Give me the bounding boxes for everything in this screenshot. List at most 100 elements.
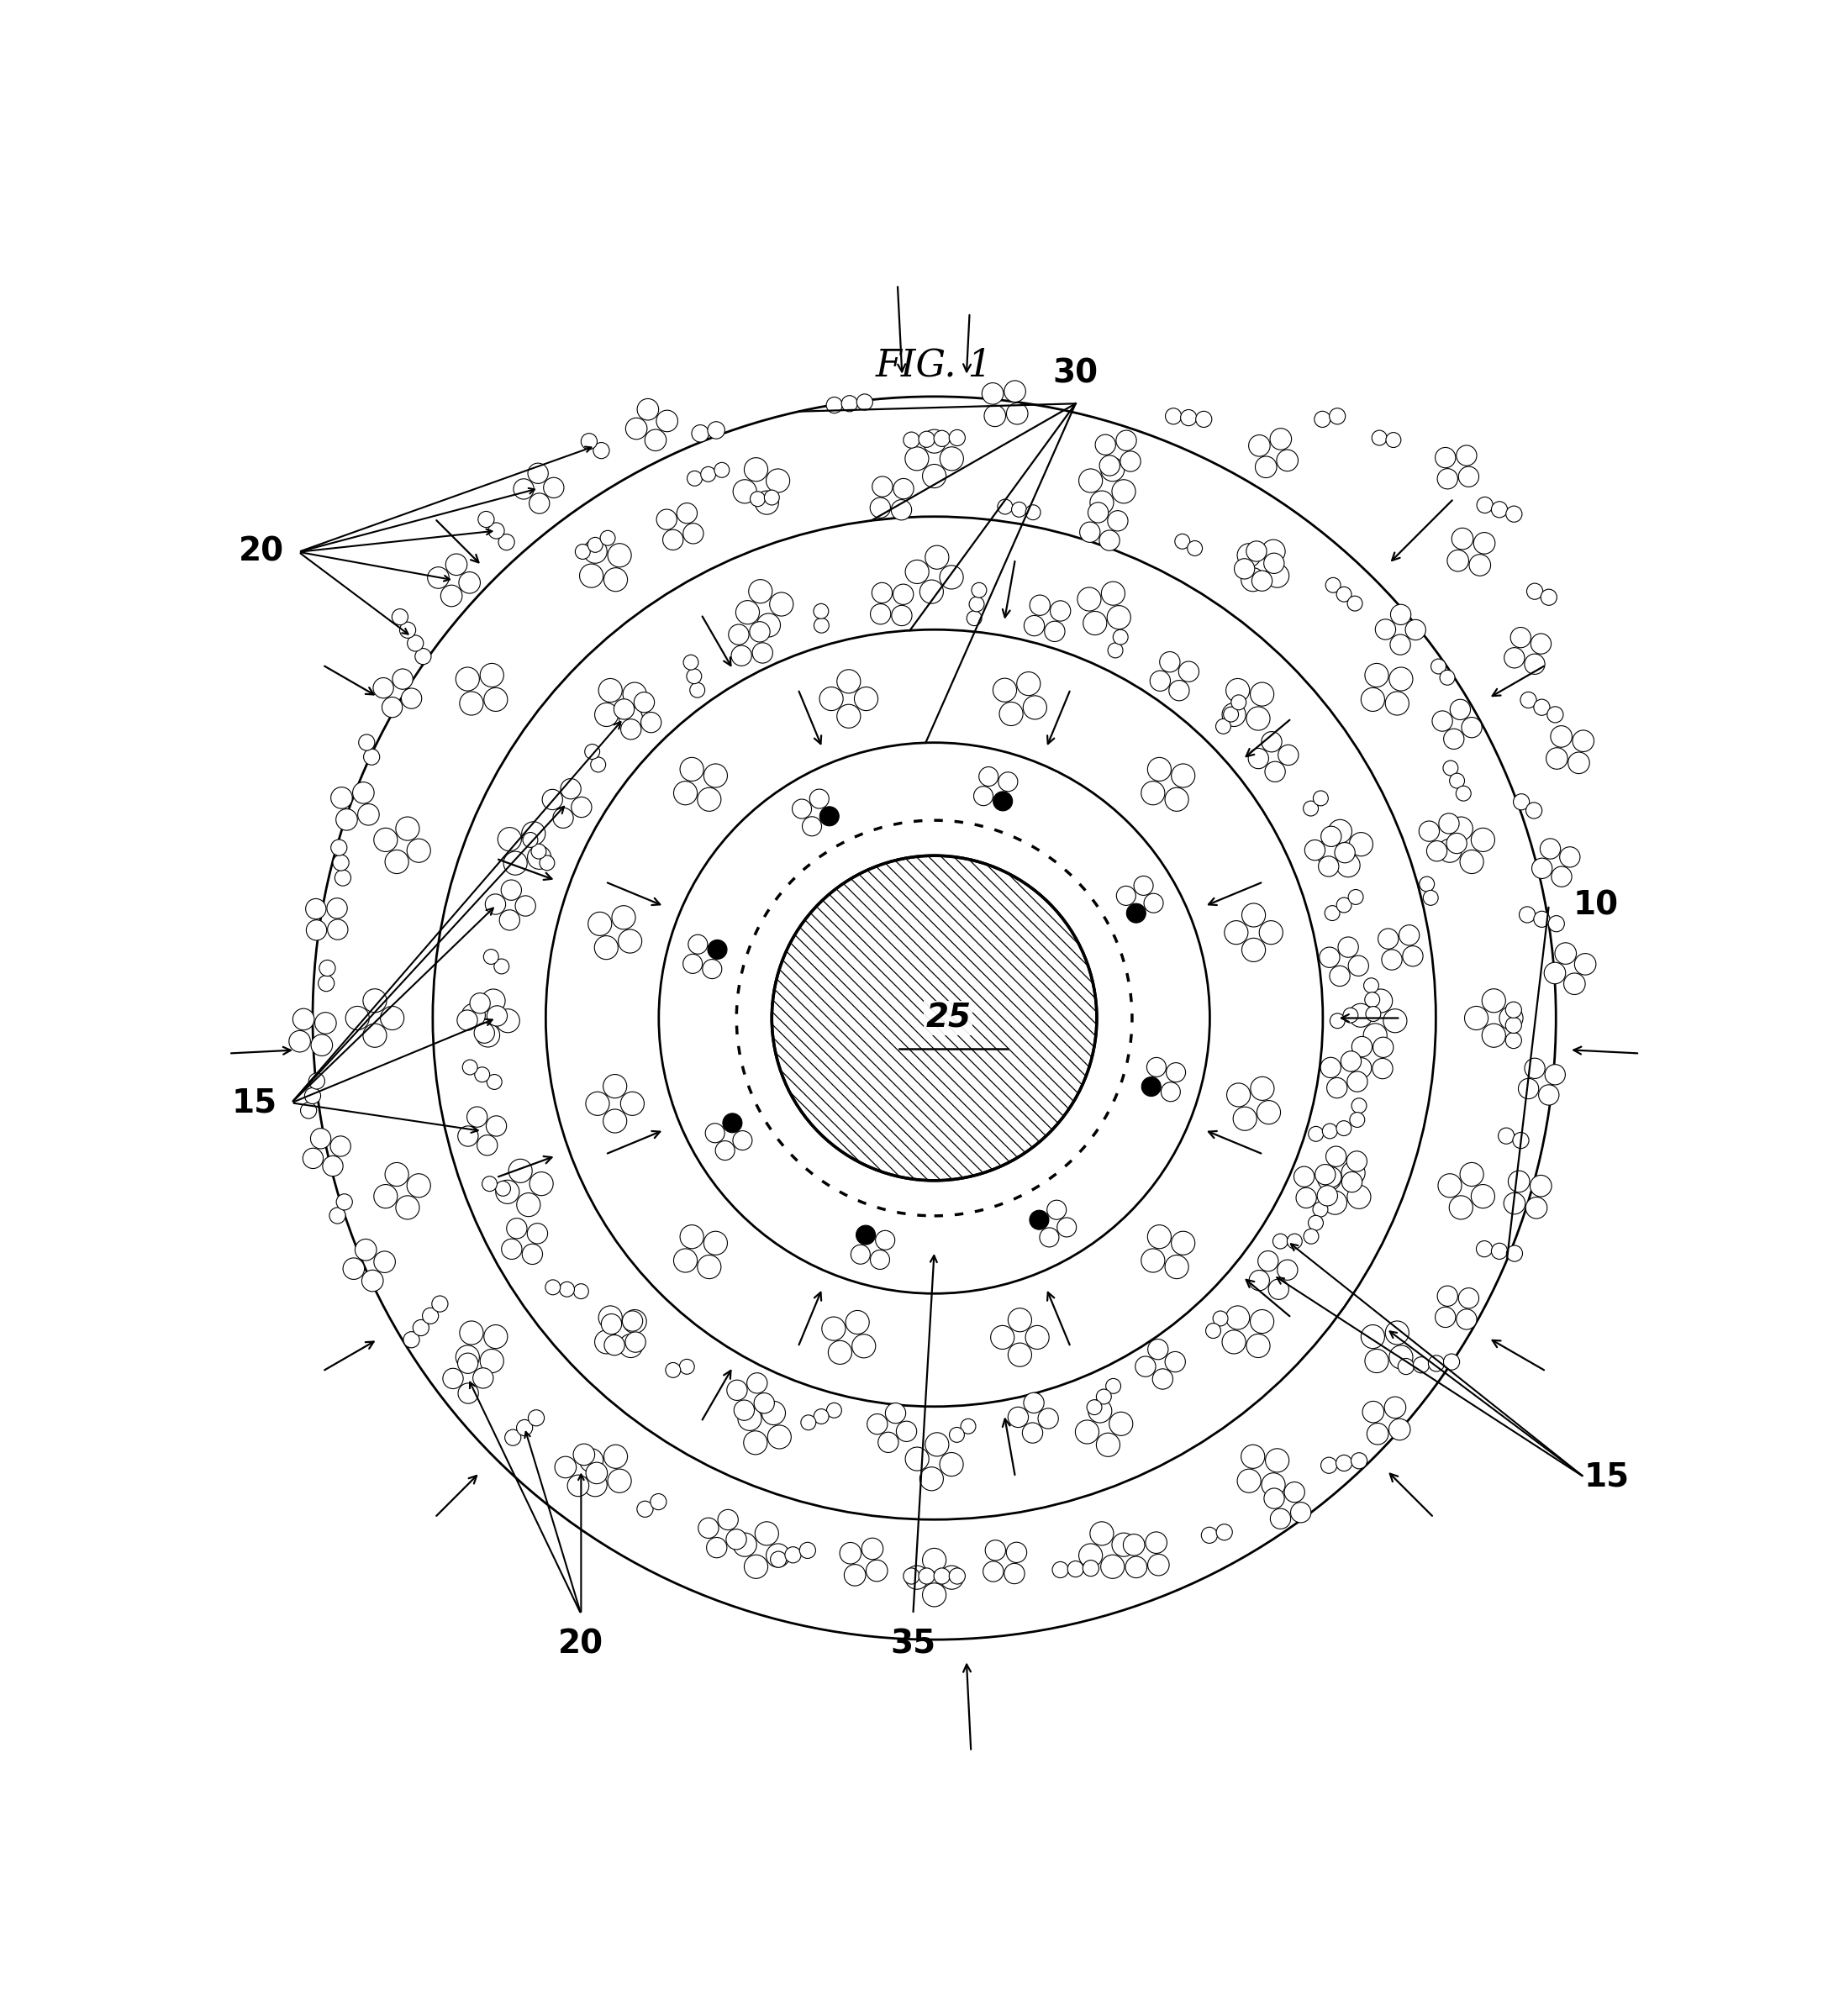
Circle shape — [919, 431, 935, 448]
Circle shape — [399, 623, 416, 639]
Circle shape — [1077, 587, 1101, 611]
Circle shape — [762, 1401, 786, 1425]
Circle shape — [939, 564, 963, 589]
Circle shape — [489, 522, 505, 538]
Circle shape — [857, 1226, 875, 1244]
Circle shape — [1365, 992, 1380, 1008]
Circle shape — [1349, 889, 1364, 905]
Circle shape — [592, 442, 609, 458]
Circle shape — [972, 583, 986, 597]
Circle shape — [1096, 1389, 1112, 1405]
Circle shape — [301, 1103, 317, 1119]
Circle shape — [973, 786, 994, 806]
Circle shape — [1241, 1445, 1265, 1468]
Circle shape — [736, 601, 760, 625]
Circle shape — [733, 480, 757, 504]
Circle shape — [1099, 456, 1119, 476]
Circle shape — [1519, 907, 1535, 923]
Circle shape — [1223, 708, 1238, 722]
Circle shape — [1398, 925, 1420, 946]
Circle shape — [335, 808, 357, 831]
Circle shape — [363, 1024, 386, 1046]
Circle shape — [1234, 558, 1254, 579]
Circle shape — [326, 897, 348, 919]
Circle shape — [702, 960, 722, 978]
Circle shape — [904, 1568, 919, 1585]
Circle shape — [1506, 506, 1522, 522]
Circle shape — [871, 583, 891, 603]
Circle shape — [607, 544, 631, 566]
Circle shape — [826, 1403, 842, 1417]
Circle shape — [749, 621, 769, 641]
Circle shape — [1438, 1173, 1462, 1198]
Circle shape — [1524, 653, 1544, 673]
Circle shape — [921, 1468, 942, 1490]
Circle shape — [328, 919, 348, 939]
Circle shape — [445, 554, 467, 575]
Circle shape — [1546, 748, 1568, 770]
Circle shape — [691, 425, 709, 442]
Circle shape — [870, 1250, 890, 1270]
Circle shape — [591, 758, 605, 772]
Circle shape — [1303, 800, 1318, 816]
Circle shape — [1519, 1079, 1539, 1099]
Circle shape — [1231, 696, 1247, 710]
Circle shape — [718, 1510, 738, 1530]
Circle shape — [1107, 605, 1130, 629]
Circle shape — [1112, 1532, 1136, 1556]
Circle shape — [733, 1131, 753, 1149]
Circle shape — [485, 893, 505, 915]
Circle shape — [1506, 1002, 1522, 1018]
Circle shape — [1247, 540, 1267, 562]
Circle shape — [1320, 948, 1340, 968]
Circle shape — [1318, 1167, 1342, 1191]
Circle shape — [1152, 1369, 1172, 1389]
Circle shape — [1508, 1171, 1529, 1191]
Circle shape — [1303, 1230, 1318, 1244]
Circle shape — [600, 530, 614, 546]
Circle shape — [868, 1413, 888, 1433]
Circle shape — [583, 1474, 607, 1496]
Circle shape — [1347, 1151, 1367, 1171]
Circle shape — [1540, 839, 1560, 859]
Circle shape — [1260, 921, 1283, 943]
Circle shape — [1096, 1433, 1119, 1458]
Circle shape — [866, 1560, 888, 1581]
Circle shape — [1334, 843, 1354, 863]
Circle shape — [684, 655, 698, 669]
Circle shape — [363, 748, 379, 764]
Circle shape — [813, 619, 829, 633]
Circle shape — [1449, 1195, 1473, 1220]
Circle shape — [707, 421, 726, 439]
Circle shape — [1520, 691, 1537, 708]
Circle shape — [1178, 661, 1200, 681]
Circle shape — [1351, 1454, 1367, 1470]
Circle shape — [603, 1445, 627, 1468]
Circle shape — [1037, 1409, 1059, 1429]
Circle shape — [826, 397, 842, 413]
Circle shape — [602, 1314, 622, 1335]
Circle shape — [922, 429, 946, 454]
Circle shape — [587, 538, 603, 552]
Circle shape — [1344, 1008, 1358, 1022]
Circle shape — [363, 990, 386, 1012]
Circle shape — [374, 1185, 397, 1208]
Circle shape — [961, 1419, 975, 1433]
Circle shape — [613, 905, 636, 929]
Circle shape — [529, 494, 549, 514]
Circle shape — [1305, 841, 1325, 861]
Circle shape — [1147, 1058, 1167, 1077]
Circle shape — [999, 702, 1023, 726]
Circle shape — [463, 1060, 478, 1075]
Circle shape — [585, 1093, 609, 1115]
Circle shape — [472, 1369, 494, 1389]
Circle shape — [1473, 532, 1495, 554]
Circle shape — [315, 1012, 335, 1034]
Circle shape — [1413, 1357, 1429, 1373]
Circle shape — [950, 429, 964, 446]
Circle shape — [722, 1113, 742, 1133]
Circle shape — [392, 669, 412, 689]
Circle shape — [1331, 1014, 1345, 1028]
Circle shape — [1314, 411, 1331, 427]
Circle shape — [1079, 522, 1099, 542]
